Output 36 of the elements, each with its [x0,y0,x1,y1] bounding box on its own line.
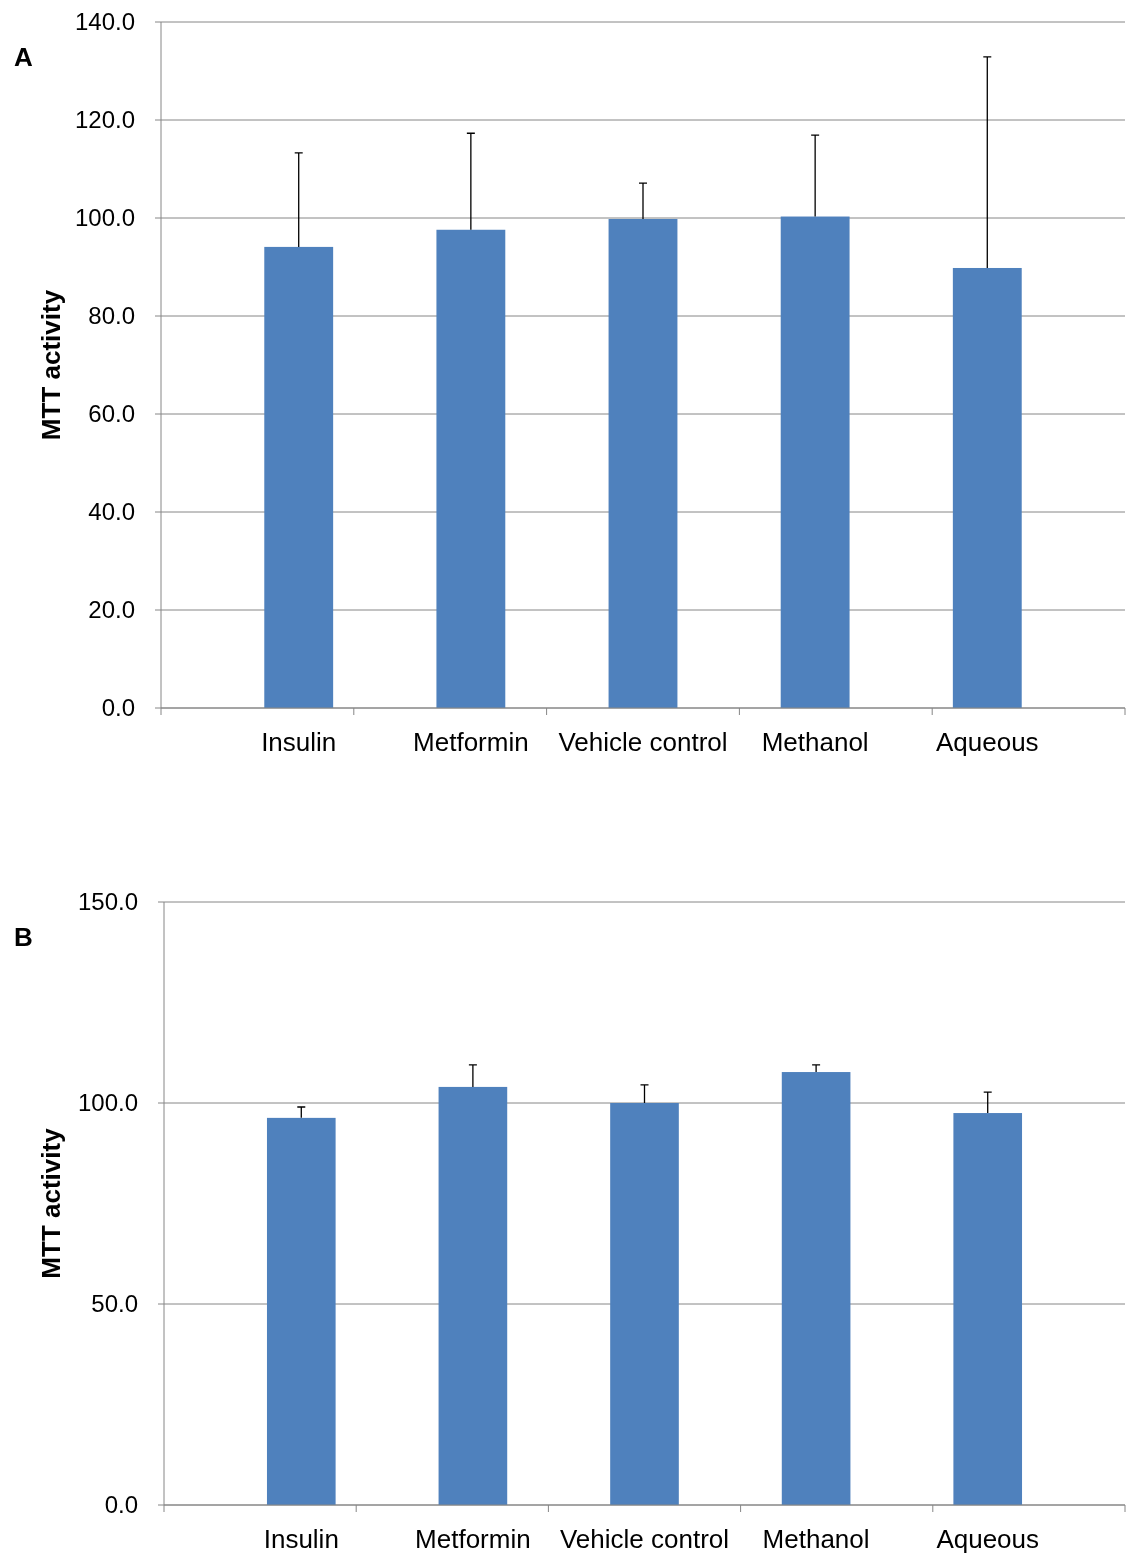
bar [610,1103,679,1505]
y-tick-label: 100.0 [74,204,135,232]
y-tick-label: 140.0 [74,8,135,36]
y-tick-label: 20.0 [88,596,135,624]
y-tick-label: 0.0 [104,1491,138,1519]
y-axis-title: MTT activity [36,1127,66,1279]
x-tick-label: Aqueous [936,1524,1040,1554]
y-tick-label: 120.0 [74,106,135,134]
bar [952,267,1022,708]
x-tick-label: Methanol [762,1524,870,1554]
x-tick-label: Methanol [761,727,869,757]
y-axis-title: MTT activity [36,289,66,441]
bar [608,218,678,708]
x-tick-label: Vehicle control [558,727,728,757]
bar [264,246,334,708]
x-tick-label: Aqueous [935,727,1039,757]
bar [953,1113,1023,1505]
bar [780,216,850,708]
y-tick-label: 60.0 [88,400,135,428]
bar [266,1117,336,1505]
y-tick-label: 0.0 [101,694,135,722]
x-tick-label: Metformin [415,1524,531,1554]
bar [436,229,506,708]
y-tick-label: 80.0 [88,302,135,330]
x-tick-label: Insulin [263,1524,339,1554]
y-tick-label: 100.0 [77,1089,138,1117]
bar [438,1086,508,1505]
bar [781,1072,851,1505]
x-tick-label: Metformin [413,727,529,757]
text: A [14,42,33,72]
y-tick-label: 150.0 [77,888,138,916]
x-tick-label: Insulin [261,727,337,757]
x-tick-label: Vehicle control [559,1524,730,1554]
y-tick-label: 50.0 [91,1290,138,1318]
y-tick-label: 40.0 [88,498,135,526]
text: B [14,922,33,952]
